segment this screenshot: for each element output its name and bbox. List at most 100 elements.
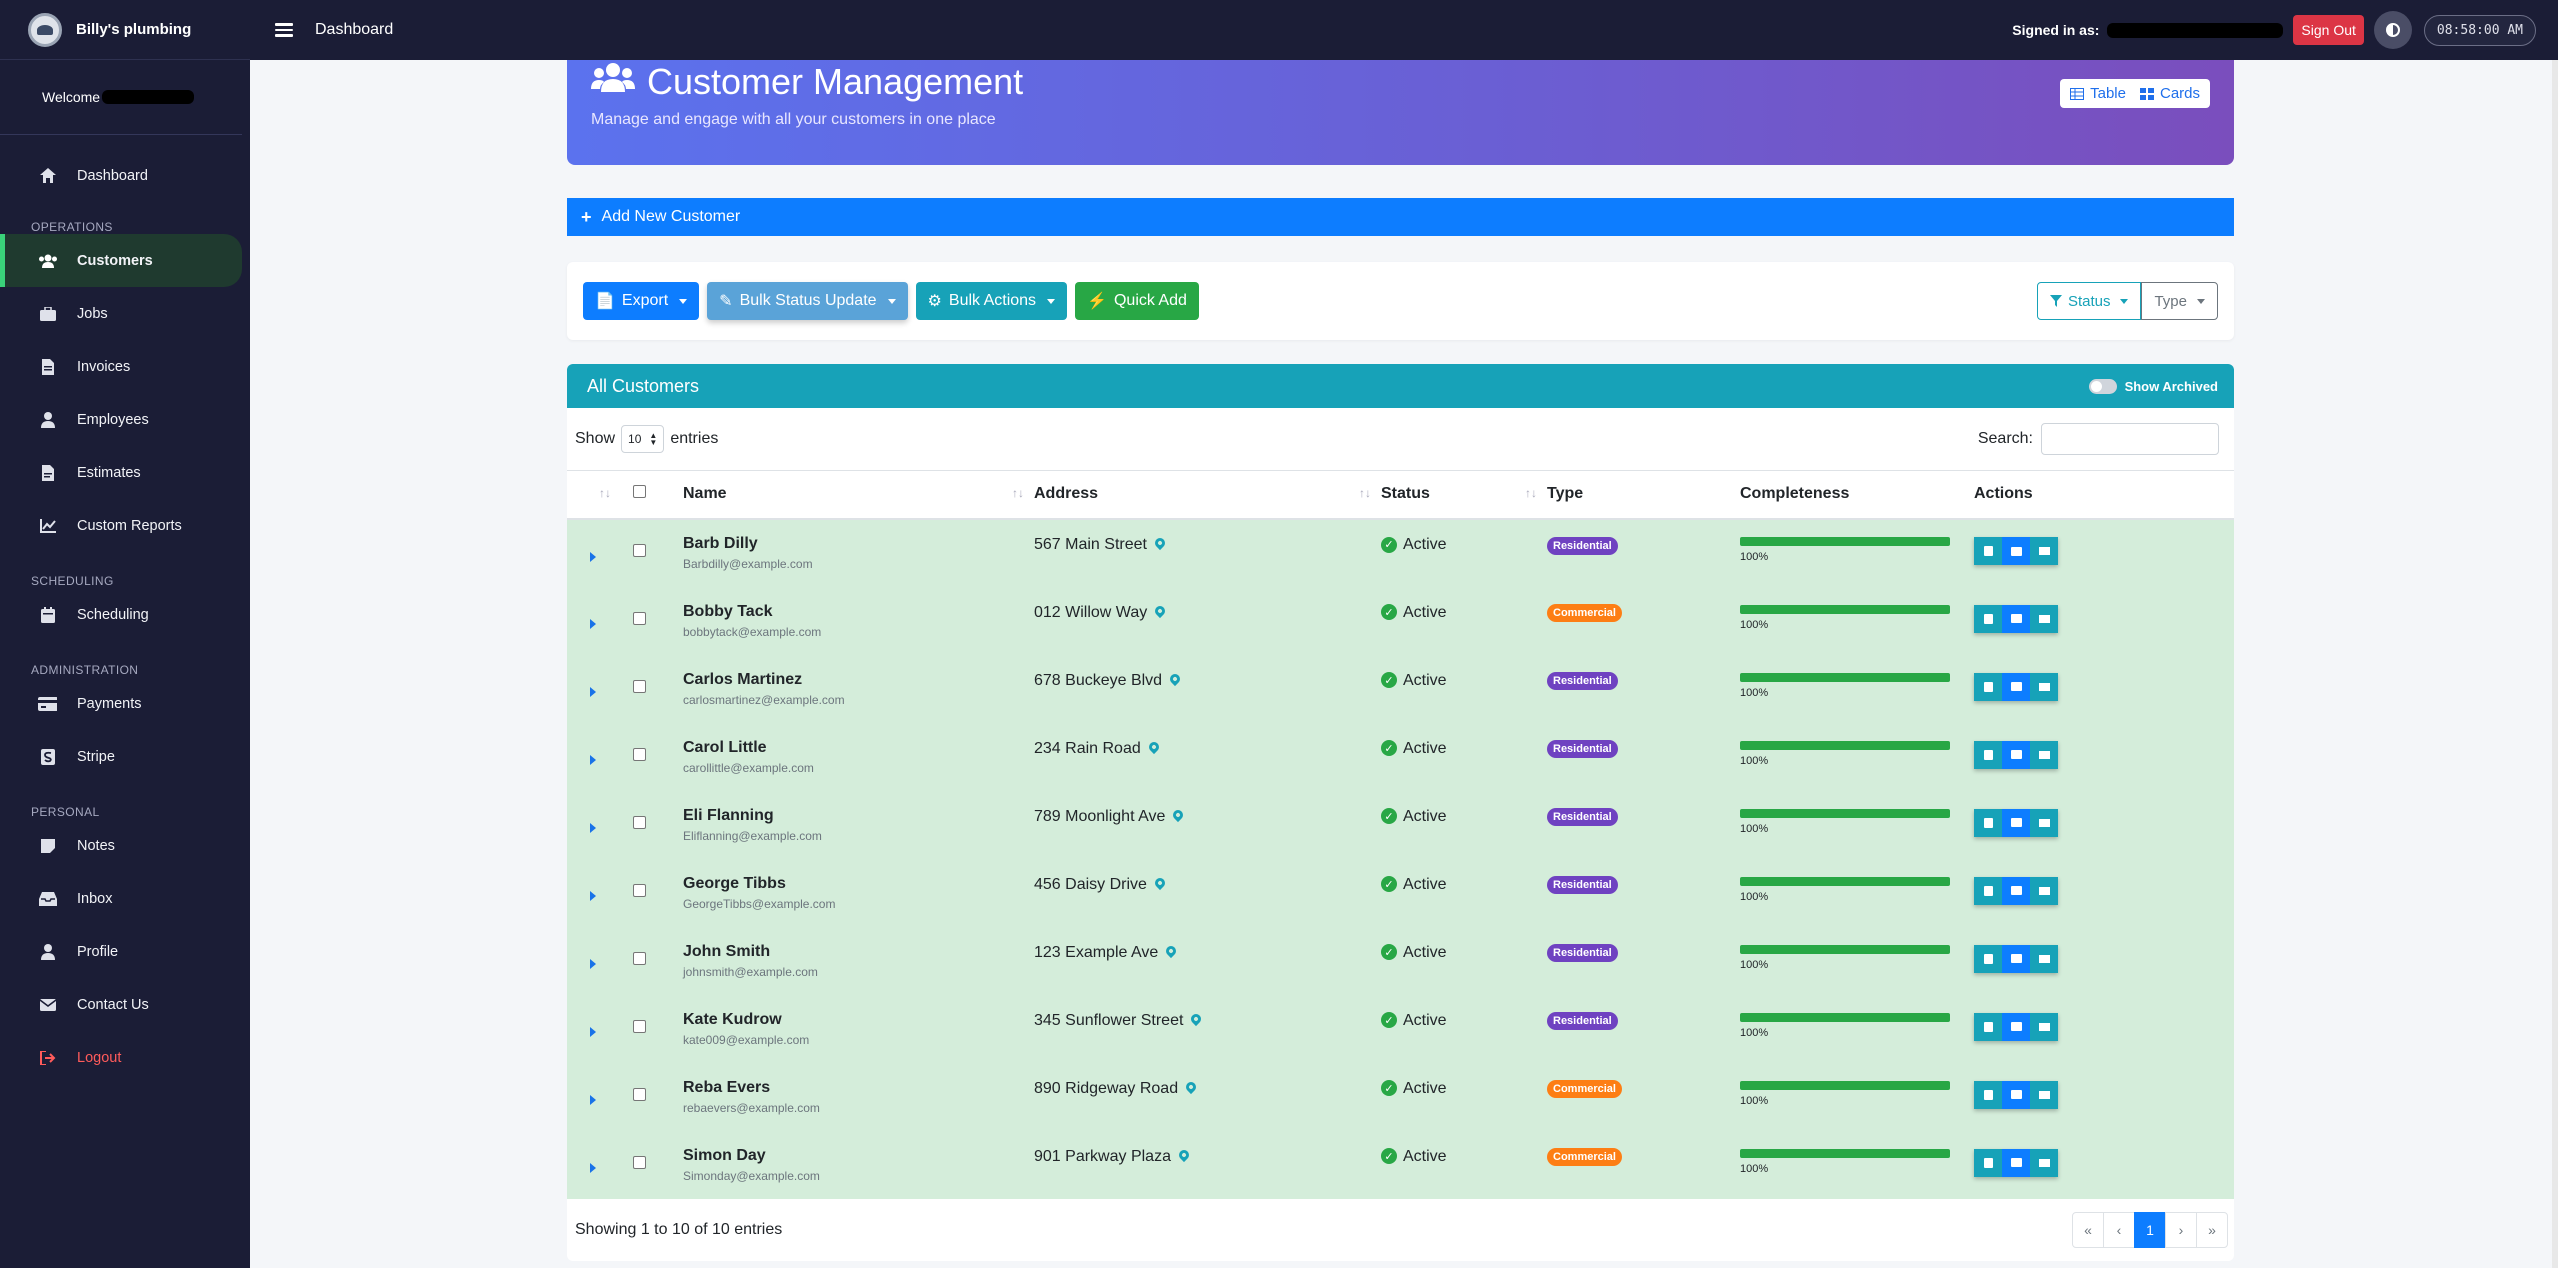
table-row[interactable]: John Smith johnsmith@example.com 123 Exa… (567, 926, 2234, 995)
row-checkbox[interactable] (633, 815, 646, 829)
customer-address[interactable]: 567 Main Street (1034, 536, 1147, 553)
customer-name[interactable]: Barb Dilly (683, 535, 758, 552)
email-button[interactable] (2030, 1148, 2058, 1177)
sidebar-item-custom-reports[interactable]: Custom Reports (0, 499, 250, 552)
sidebar-item-scheduling[interactable]: Scheduling (0, 588, 250, 641)
sidebar-item-employees[interactable]: Employees (0, 393, 250, 446)
customer-name[interactable]: George Tibbs (683, 874, 786, 892)
notes-button[interactable] (1974, 1080, 2002, 1109)
customer-address[interactable]: 345 Sunflower Street (1034, 1011, 1184, 1029)
expand-row-icon[interactable] (590, 1027, 596, 1037)
sidebar-item-invoices[interactable]: Invoices (0, 340, 250, 393)
customer-address[interactable]: 678 Buckeye Blvd (1034, 671, 1163, 689)
sign-out-button[interactable]: Sign Out (2293, 15, 2364, 45)
sidebar-item-dashboard[interactable]: Dashboard (0, 149, 250, 202)
row-checkbox[interactable] (633, 544, 646, 557)
sidebar-item-jobs[interactable]: Jobs (0, 287, 250, 340)
map-marker-icon[interactable] (1184, 1079, 1199, 1094)
table-row[interactable]: Simon Day Simonday@example.com 901 Parkw… (567, 1130, 2234, 1199)
customer-address[interactable]: 012 Willow Way (1034, 603, 1148, 621)
row-checkbox[interactable] (633, 611, 646, 625)
table-row[interactable]: Carlos Martinez carlosmartinez@example.c… (567, 654, 2234, 723)
jobs-button[interactable] (2002, 1012, 2030, 1041)
sidebar-item-payments[interactable]: Payments (0, 677, 250, 730)
search-input[interactable] (2041, 423, 2219, 455)
row-checkbox[interactable] (633, 883, 646, 897)
entries-select[interactable]: 10 ▲ ▼ (621, 425, 665, 453)
email-button[interactable] (2030, 537, 2058, 565)
sidebar-item-logout[interactable]: Logout (0, 1031, 250, 1084)
table-row[interactable]: Barb Dilly Barbdilly@example.com 567 Mai… (567, 518, 2234, 587)
row-checkbox[interactable] (633, 951, 646, 965)
email-button[interactable] (2030, 944, 2058, 973)
notes-button[interactable] (1974, 1148, 2002, 1177)
customer-name[interactable]: Kate Kudrow (683, 1010, 782, 1028)
status-column-header[interactable]: Status ↑↓ (1381, 485, 1537, 503)
map-marker-icon[interactable] (1152, 875, 1168, 890)
table-view-button[interactable]: Table (2070, 85, 2126, 102)
scrollbar[interactable] (2552, 60, 2558, 1268)
select-all-checkbox[interactable] (633, 485, 646, 499)
email-button[interactable] (2030, 672, 2058, 701)
email-button[interactable] (2030, 1080, 2058, 1109)
table-row[interactable]: George Tibbs GeorgeTibbs@example.com 456… (567, 858, 2234, 927)
cards-view-button[interactable]: Cards (2139, 85, 2200, 102)
map-marker-icon[interactable] (1153, 603, 1168, 618)
customer-address[interactable]: 901 Parkway Plaza (1034, 1147, 1171, 1165)
status-filter-button[interactable]: Status (2036, 282, 2142, 320)
customer-name[interactable]: Reba Evers (683, 1078, 771, 1096)
theme-toggle-icon[interactable] (2373, 11, 2412, 49)
jobs-button[interactable] (2002, 672, 2030, 701)
pagination-button[interactable]: 1 (2134, 1211, 2166, 1248)
sidebar-item-estimates[interactable]: Estimates (0, 446, 250, 499)
jobs-button[interactable] (2002, 876, 2030, 905)
jobs-button[interactable] (2002, 808, 2030, 837)
notes-button[interactable] (1974, 537, 2002, 565)
notes-button[interactable] (1974, 740, 2002, 769)
row-checkbox[interactable] (633, 747, 646, 761)
map-marker-icon[interactable] (1176, 1147, 1192, 1162)
sidebar-item-inbox[interactable]: Inbox (0, 872, 250, 925)
notes-button[interactable] (1974, 876, 2002, 905)
email-button[interactable] (2030, 876, 2058, 905)
customer-name[interactable]: Carol Little (683, 738, 767, 756)
expand-column-header[interactable]: ↑↓ (599, 486, 611, 500)
email-button[interactable] (2030, 1012, 2058, 1041)
show-archived-toggle[interactable]: Show Archived (2088, 378, 2218, 394)
address-column-header[interactable]: Address ↑↓ (1034, 485, 1371, 503)
table-row[interactable]: Carol Little carollittle@example.com 234… (567, 722, 2234, 791)
email-button[interactable] (2030, 740, 2058, 769)
customer-name[interactable]: John Smith (683, 942, 771, 960)
expand-row-icon[interactable] (590, 687, 596, 697)
notes-button[interactable] (1974, 604, 2002, 633)
brand[interactable]: Billy's plumbing (0, 0, 250, 60)
jobs-button[interactable] (2002, 1080, 2030, 1109)
notes-button[interactable] (1974, 1012, 2002, 1041)
row-checkbox[interactable] (633, 1155, 646, 1169)
expand-row-icon[interactable] (590, 619, 596, 629)
notes-button[interactable] (1974, 672, 2002, 701)
notes-button[interactable] (1974, 944, 2002, 973)
export-button[interactable]: 📄 Export (583, 282, 700, 320)
table-row[interactable]: Reba Evers rebaevers@example.com 890 Rid… (567, 1062, 2234, 1131)
customer-address[interactable]: 789 Moonlight Ave (1034, 807, 1166, 825)
customer-address[interactable]: 123 Example Ave (1034, 943, 1159, 961)
map-marker-icon[interactable] (1164, 943, 1179, 958)
bulk-actions-button[interactable]: ⚙ Bulk Actions (915, 282, 1068, 320)
map-marker-icon[interactable] (1189, 1011, 1204, 1026)
sidebar-item-contact-us[interactable]: Contact Us (0, 978, 250, 1031)
name-column-header[interactable]: Name ↑↓ (683, 485, 1024, 503)
sidebar-item-profile[interactable]: Profile (0, 925, 250, 978)
email-button[interactable] (2030, 604, 2058, 633)
sidebar-item-customers[interactable]: Customers (0, 234, 242, 287)
quick-add-button[interactable]: ⚡ Quick Add (1075, 282, 1199, 320)
customer-address[interactable]: 890 Ridgeway Road (1034, 1079, 1179, 1097)
expand-row-icon[interactable] (590, 1095, 596, 1105)
bulk-status-update-button[interactable]: ✎ Bulk Status Update (707, 282, 908, 320)
jobs-button[interactable] (2002, 537, 2030, 565)
type-filter-button[interactable]: Type (2141, 282, 2218, 320)
pagination-button[interactable]: ‹ (2103, 1211, 2135, 1248)
sidebar-item-notes[interactable]: Notes (0, 819, 250, 872)
notes-button[interactable] (1974, 808, 2002, 837)
expand-row-icon[interactable] (590, 891, 596, 901)
